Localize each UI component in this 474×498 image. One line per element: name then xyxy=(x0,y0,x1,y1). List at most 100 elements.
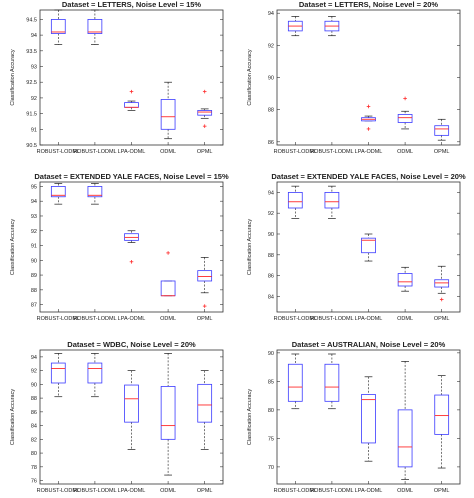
box-4 xyxy=(397,266,413,292)
y-axis-label: Classification Accuracy xyxy=(247,219,253,275)
chart-panel-2: Dataset = LETTERS, Noise Level = 20% Clas… xyxy=(247,0,461,155)
iqr-box xyxy=(50,186,66,198)
y-tick-label: 90.5 xyxy=(26,143,37,149)
iqr-box xyxy=(50,362,66,384)
box-3 xyxy=(124,89,139,111)
iqr-box xyxy=(397,409,413,468)
chart-panel-6: Dataset = AUSTRALIAN, Noise Level = 20% C… xyxy=(247,340,461,494)
y-tick-label: 93 xyxy=(31,214,37,220)
x-tick-label: LPA-ODML xyxy=(118,149,146,155)
y-tick-label: 89 xyxy=(31,273,37,279)
box-1 xyxy=(50,9,66,45)
box-1 xyxy=(287,16,303,37)
chart-title: Dataset = LETTERS, Noise Level = 20% xyxy=(299,0,439,9)
box-4 xyxy=(160,251,176,297)
chart-panel-4: Dataset = EXTENDED YALE FACES, Noise Lev… xyxy=(247,172,466,322)
iqr-box xyxy=(397,273,413,287)
y-axis-label: Classification Accuracy xyxy=(10,389,16,445)
x-tick-label: OPML xyxy=(434,316,450,322)
chart-panel-3: Dataset = EXTENDED YALE FACES, Noise Lev… xyxy=(10,172,229,322)
y-tick-label: 88 xyxy=(31,288,37,294)
y-tick-label: 88 xyxy=(268,108,274,114)
x-tick-label: ROBUST-LODML xyxy=(37,316,80,322)
y-tick-label: 75 xyxy=(268,436,274,442)
x-tick-label: OPML xyxy=(197,488,213,494)
chart-title: Dataset = EXTENDED YALE FACES, Noise Lev… xyxy=(34,172,229,181)
x-tick-label: ROBUST-LODML xyxy=(37,149,80,155)
y-tick-label: 91 xyxy=(31,244,37,250)
iqr-box xyxy=(160,386,176,440)
y-tick-label: 80 xyxy=(31,451,37,457)
box-3 xyxy=(361,376,376,462)
iqr-box xyxy=(160,99,176,130)
x-tick-label: ROBUST-LODML xyxy=(310,488,353,494)
y-tick-label: 94.5 xyxy=(26,17,37,23)
y-tick-label: 92 xyxy=(31,96,37,102)
iqr-box xyxy=(124,384,139,423)
box-5 xyxy=(197,256,213,308)
chart-title: Dataset = AUSTRALIAN, Noise Level = 20% xyxy=(292,340,446,349)
outlier-point xyxy=(366,127,371,131)
box-2 xyxy=(324,16,340,37)
iqr-box xyxy=(197,110,213,116)
y-tick-label: 93 xyxy=(31,65,37,71)
box-3 xyxy=(361,104,376,131)
iqr-box xyxy=(434,279,450,288)
box-2 xyxy=(87,353,103,398)
outlier-point xyxy=(202,304,207,308)
box-4 xyxy=(397,361,413,480)
box-4 xyxy=(160,353,176,476)
x-tick-label: ROBUST-LODML xyxy=(310,149,353,155)
y-tick-label: 90 xyxy=(268,232,274,238)
outlier-point xyxy=(202,89,207,94)
box-2 xyxy=(324,185,340,219)
box-1 xyxy=(287,185,303,219)
box-5 xyxy=(197,370,213,450)
iqr-box xyxy=(287,363,303,402)
y-tick-label: 90 xyxy=(31,258,37,264)
x-tick-label: OPML xyxy=(434,488,450,494)
x-tick-label: ODML xyxy=(397,488,413,494)
x-tick-label: LPA-ODML xyxy=(355,149,383,155)
y-tick-label: 76 xyxy=(31,479,37,485)
y-tick-label: 90 xyxy=(268,351,274,357)
iqr-box xyxy=(434,394,450,435)
y-tick-label: 92 xyxy=(31,369,37,375)
outlier-point xyxy=(366,104,371,109)
y-tick-label: 94 xyxy=(31,355,37,361)
x-tick-label: ODML xyxy=(160,488,176,494)
box-1 xyxy=(50,353,66,398)
x-tick-label: ROBUST-LODML xyxy=(73,149,116,155)
x-tick-label: LPA-ODML xyxy=(118,488,146,494)
y-tick-label: 94 xyxy=(268,11,274,17)
y-axis-label: Classification Accuracy xyxy=(247,49,253,105)
x-tick-label: ROBUST-LODML xyxy=(37,488,80,494)
box-3 xyxy=(124,370,139,450)
y-tick-label: 94 xyxy=(31,33,37,39)
box-5 xyxy=(434,118,450,141)
outlier-point xyxy=(129,259,134,264)
iqr-box xyxy=(361,394,376,444)
chart-title: Dataset = WDBC, Noise Level = 20% xyxy=(67,340,196,349)
iqr-box xyxy=(397,114,413,123)
iqr-box xyxy=(434,125,450,136)
y-tick-label: 92.5 xyxy=(26,80,37,86)
box-3 xyxy=(124,230,139,264)
chart-title: Dataset = LETTERS, Noise Level = 15% xyxy=(62,0,202,9)
outlier-point xyxy=(439,297,444,302)
y-tick-label: 87 xyxy=(31,303,37,309)
iqr-box xyxy=(324,363,340,402)
iqr-box xyxy=(87,186,103,198)
x-tick-label: OPML xyxy=(197,149,213,155)
box-2 xyxy=(87,9,103,45)
chart-title: Dataset = EXTENDED YALE FACES, Noise Lev… xyxy=(271,172,466,181)
x-tick-label: LPA-ODML xyxy=(118,316,146,322)
box-2 xyxy=(324,353,340,410)
x-tick-label: ROBUST-LODML xyxy=(310,316,353,322)
x-tick-label: ROBUST-LODML xyxy=(73,488,116,494)
box-4 xyxy=(397,96,413,130)
box-1 xyxy=(287,353,303,410)
iqr-box xyxy=(287,191,303,209)
box-2 xyxy=(87,183,103,205)
